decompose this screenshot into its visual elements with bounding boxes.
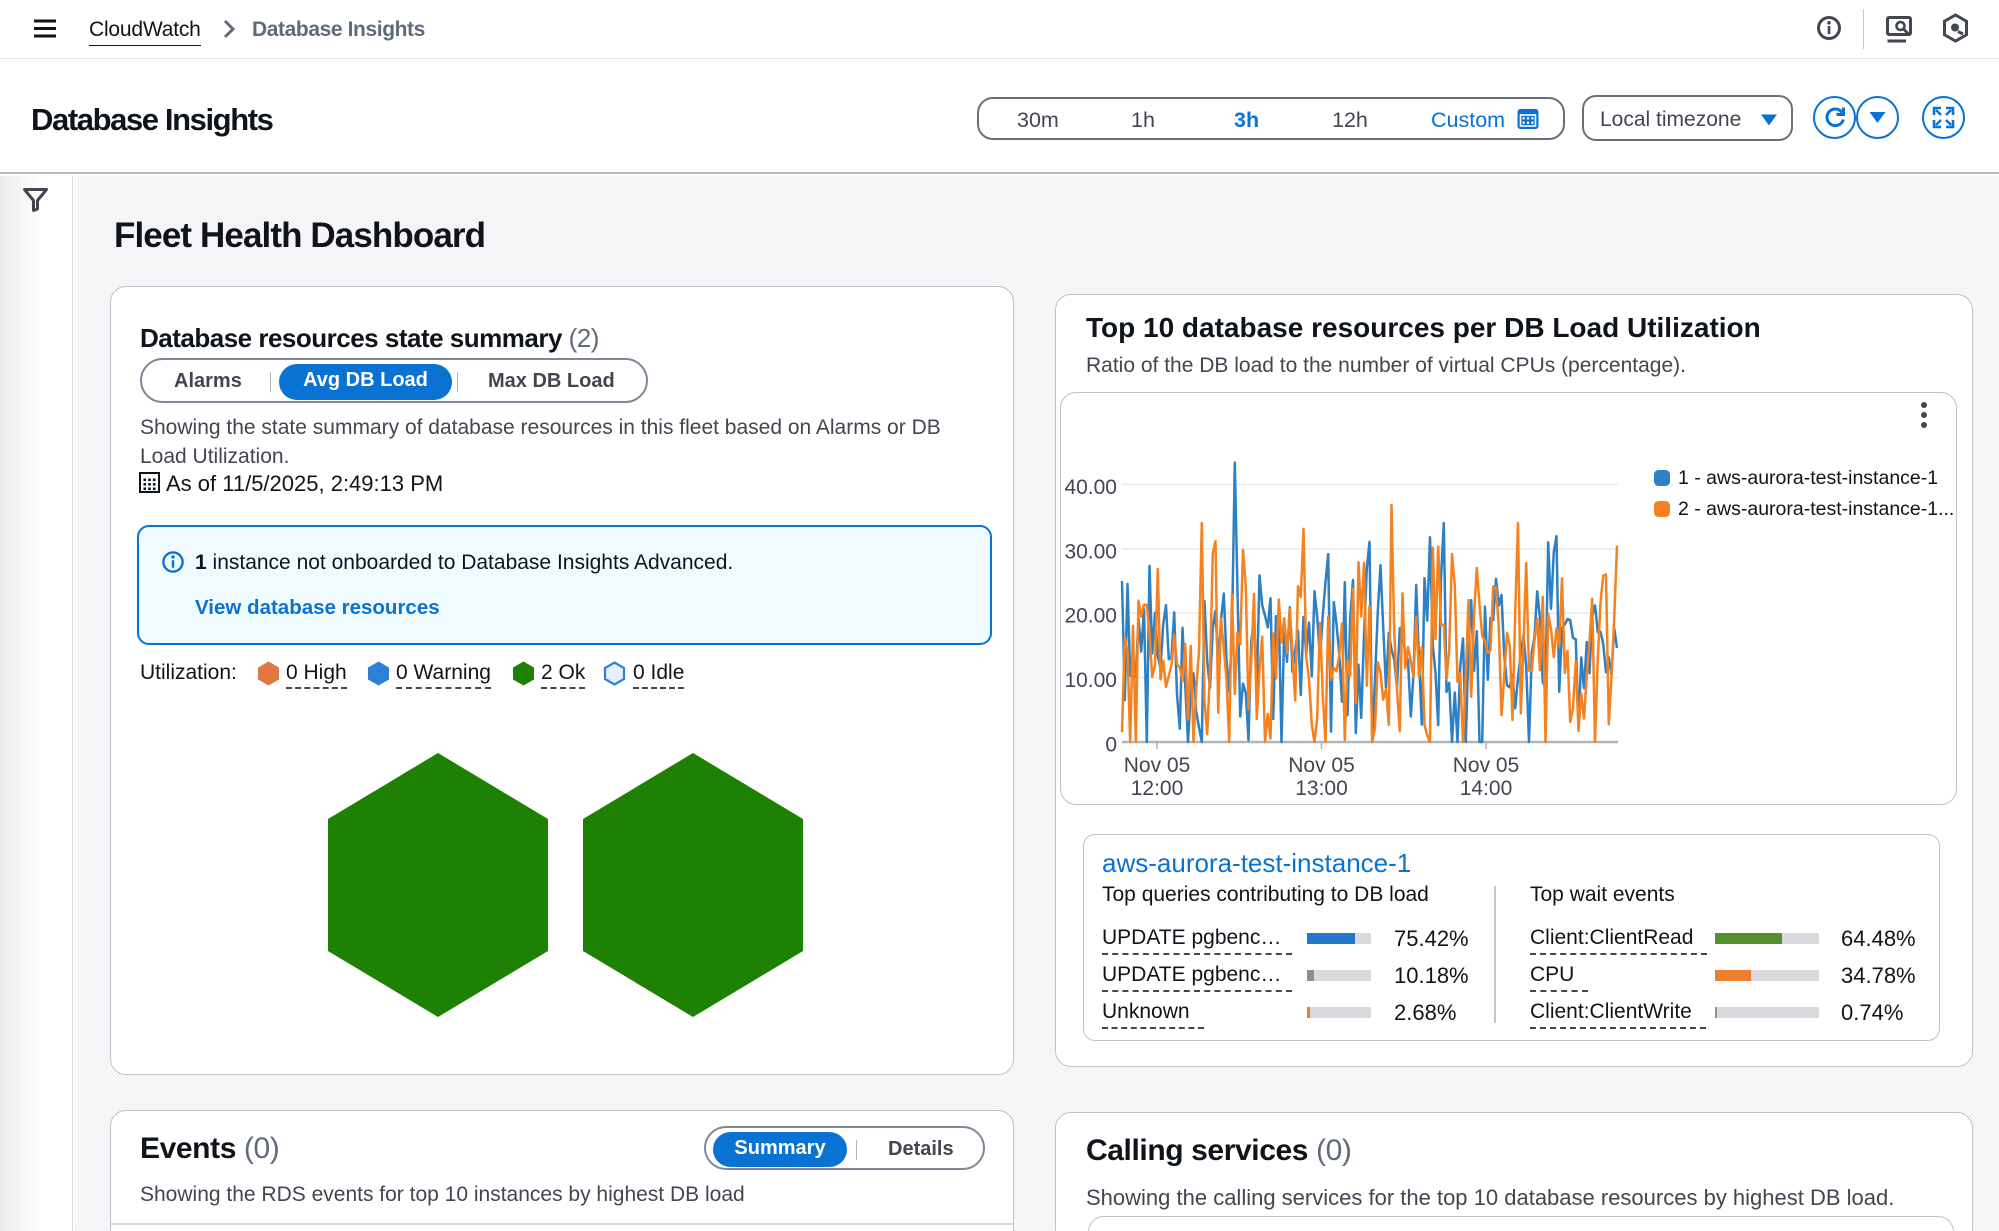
svg-text:Nov 05: Nov 05: [1453, 754, 1520, 777]
svg-text:13:00: 13:00: [1295, 777, 1348, 800]
svg-text:14:00: 14:00: [1460, 777, 1513, 800]
svg-text:30.00: 30.00: [1064, 540, 1117, 563]
svg-text:12:00: 12:00: [1131, 777, 1184, 800]
svg-text:Nov 05: Nov 05: [1288, 754, 1355, 777]
svg-text:1 - aws-aurora-test-instance-1: 1 - aws-aurora-test-instance-1: [1678, 467, 1938, 489]
svg-text:2 - aws-aurora-test-instance-1: 2 - aws-aurora-test-instance-1...: [1678, 498, 1954, 520]
svg-text:Nov 05: Nov 05: [1124, 754, 1191, 777]
svg-text:10.00: 10.00: [1064, 669, 1117, 692]
svg-text:40.00: 40.00: [1064, 476, 1117, 499]
svg-text:20.00: 20.00: [1064, 605, 1117, 628]
svg-text:0: 0: [1105, 734, 1117, 757]
